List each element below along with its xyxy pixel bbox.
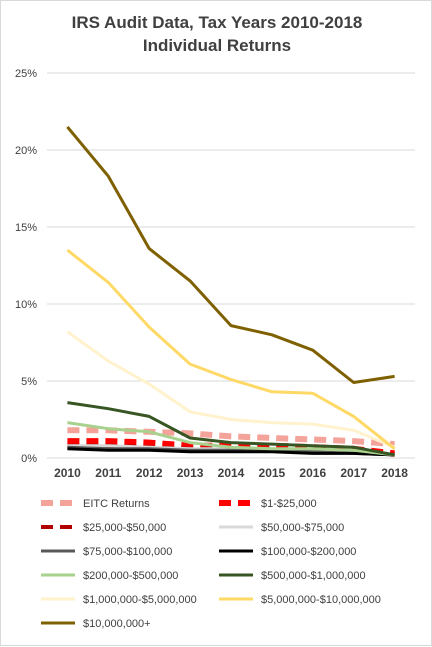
x-tick-label: 2013 — [177, 466, 204, 480]
series-line — [67, 401, 395, 457]
legend-label: $25,000-$50,000 — [83, 522, 166, 534]
series-line — [67, 447, 395, 457]
x-tick-label: 2016 — [299, 466, 326, 480]
legend-label: $1,000,000-$5,000,000 — [83, 594, 197, 606]
series-lines — [66, 125, 396, 457]
legend-label: $100,000-$200,000 — [261, 546, 356, 558]
chart-title-line-2: Individual Returns — [143, 36, 291, 55]
legend-label: $500,000-$1,000,000 — [261, 570, 366, 582]
legend-label: $200,000-$500,000 — [83, 570, 178, 582]
x-tick-label: 2017 — [340, 466, 367, 480]
legend-label: $75,000-$100,000 — [83, 546, 172, 558]
legend-label: EITC Returns — [83, 498, 150, 510]
chart-title-line-1: IRS Audit Data, Tax Years 2010-2018 — [72, 13, 363, 32]
y-tick-label: 25% — [15, 68, 37, 80]
legend-label: $1-$25,000 — [261, 498, 317, 510]
x-tick-label: 2014 — [218, 466, 245, 480]
legend: EITC Returns $1-$25,000 $25,000-$50,000 $50… — [41, 498, 381, 630]
legend-label: $10,000,000+ — [83, 618, 151, 630]
x-axis-tick-labels: 2010 2011 2012 2013 2014 2015 2016 2017 2018 — [54, 466, 408, 480]
series-line — [67, 421, 395, 457]
series-line — [66, 330, 396, 449]
y-tick-label: 0% — [21, 453, 37, 465]
x-tick-label: 2012 — [136, 466, 163, 480]
series-line — [66, 125, 395, 384]
x-tick-label: 2018 — [381, 466, 408, 480]
x-tick-label: 2015 — [259, 466, 286, 480]
y-tick-label: 20% — [15, 145, 37, 157]
gridlines — [47, 72, 415, 459]
y-tick-label: 15% — [15, 222, 37, 234]
series-line — [67, 427, 395, 448]
legend-label: $50,000-$75,000 — [261, 522, 344, 534]
x-tick-label: 2010 — [54, 466, 81, 480]
series-line — [66, 248, 396, 450]
legend-label: $5,000,000-$10,000,000 — [261, 594, 381, 606]
y-tick-label: 10% — [15, 299, 37, 311]
x-tick-label: 2011 — [95, 466, 121, 480]
y-tick-label: 5% — [21, 376, 37, 388]
y-axis-tick-labels: 0% 5% 10% 15% 20% 25% — [15, 68, 37, 465]
